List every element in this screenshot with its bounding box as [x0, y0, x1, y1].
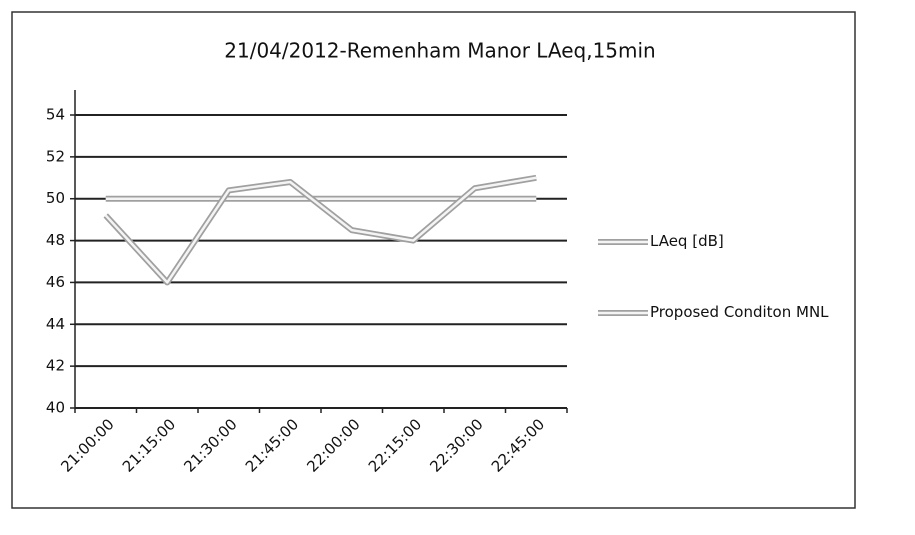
- legend-item: Proposed Conditon MNL: [650, 303, 829, 321]
- y-tick-label: 44: [46, 315, 65, 333]
- y-tick-label: 50: [46, 189, 65, 207]
- y-tick-label: 40: [46, 399, 65, 417]
- y-tick-label: 54: [46, 106, 65, 124]
- chart-title: 21/04/2012-Remenham Manor LAeq,15min: [224, 39, 655, 63]
- legend-item: LAeq [dB]: [650, 232, 724, 250]
- legend-label: Proposed Conditon MNL: [650, 303, 829, 321]
- y-tick-label: 52: [46, 147, 65, 165]
- chart-border: [11, 11, 856, 509]
- legend-label: LAeq [dB]: [650, 232, 724, 250]
- y-tick-label: 48: [46, 231, 65, 249]
- y-tick-label: 42: [46, 357, 65, 375]
- y-tick-label: 46: [46, 273, 65, 291]
- series-line-inner: [104, 176, 537, 284]
